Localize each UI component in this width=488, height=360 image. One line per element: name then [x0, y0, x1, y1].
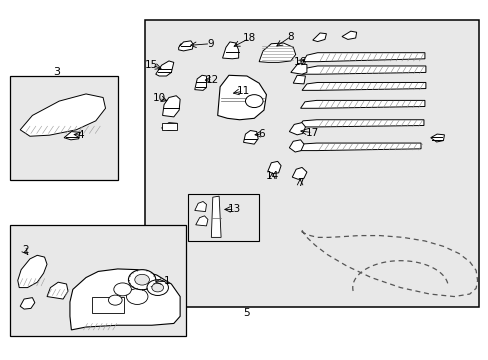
- Polygon shape: [20, 94, 105, 136]
- Polygon shape: [259, 43, 295, 62]
- Circle shape: [135, 274, 149, 285]
- Text: 3: 3: [53, 67, 60, 77]
- Text: 13: 13: [228, 204, 241, 215]
- Polygon shape: [162, 96, 180, 117]
- Polygon shape: [161, 123, 177, 131]
- Polygon shape: [430, 134, 444, 142]
- Polygon shape: [289, 123, 305, 135]
- Bar: [92, 297, 124, 313]
- Polygon shape: [295, 143, 420, 150]
- Text: 9: 9: [206, 39, 213, 49]
- Polygon shape: [290, 63, 306, 74]
- Polygon shape: [194, 75, 206, 90]
- Polygon shape: [289, 140, 304, 152]
- Circle shape: [147, 280, 168, 296]
- Text: 1: 1: [164, 276, 170, 286]
- Polygon shape: [156, 61, 173, 76]
- Text: 5: 5: [243, 309, 250, 318]
- Bar: [188, 194, 259, 241]
- Bar: [10, 225, 185, 336]
- Polygon shape: [302, 66, 425, 74]
- Text: 8: 8: [287, 32, 294, 41]
- Polygon shape: [178, 41, 193, 51]
- Polygon shape: [18, 255, 47, 288]
- Polygon shape: [243, 131, 258, 144]
- Polygon shape: [217, 75, 266, 120]
- Polygon shape: [20, 298, 35, 309]
- Polygon shape: [293, 75, 305, 84]
- Text: 6: 6: [258, 129, 265, 139]
- Polygon shape: [267, 161, 281, 174]
- Text: 15: 15: [145, 60, 158, 70]
- Bar: [10, 76, 118, 180]
- Text: 18: 18: [242, 33, 256, 43]
- Polygon shape: [194, 202, 206, 212]
- Polygon shape: [292, 167, 306, 179]
- Text: 12: 12: [206, 75, 219, 85]
- Polygon shape: [64, 132, 80, 140]
- Text: 10: 10: [152, 93, 165, 103]
- Polygon shape: [341, 31, 356, 40]
- Polygon shape: [47, 282, 68, 299]
- Polygon shape: [300, 100, 424, 108]
- Polygon shape: [298, 120, 423, 127]
- Circle shape: [126, 289, 148, 305]
- Polygon shape: [195, 216, 207, 226]
- Polygon shape: [312, 33, 326, 41]
- Circle shape: [108, 295, 122, 305]
- Text: 7: 7: [296, 178, 303, 188]
- Polygon shape: [70, 269, 180, 330]
- Circle shape: [152, 283, 163, 292]
- Text: 16: 16: [293, 57, 306, 67]
- Polygon shape: [303, 53, 424, 62]
- Circle shape: [128, 270, 156, 290]
- Bar: [144, 21, 478, 307]
- Text: 17: 17: [305, 128, 319, 138]
- Circle shape: [114, 283, 131, 296]
- Polygon shape: [302, 82, 425, 90]
- Circle shape: [245, 95, 263, 108]
- Polygon shape: [211, 196, 221, 237]
- Polygon shape: [222, 42, 238, 59]
- Bar: [161, 123, 177, 130]
- Text: 2: 2: [22, 245, 29, 255]
- Text: 4: 4: [78, 130, 84, 140]
- Text: 11: 11: [236, 86, 250, 96]
- Text: 14: 14: [265, 171, 278, 181]
